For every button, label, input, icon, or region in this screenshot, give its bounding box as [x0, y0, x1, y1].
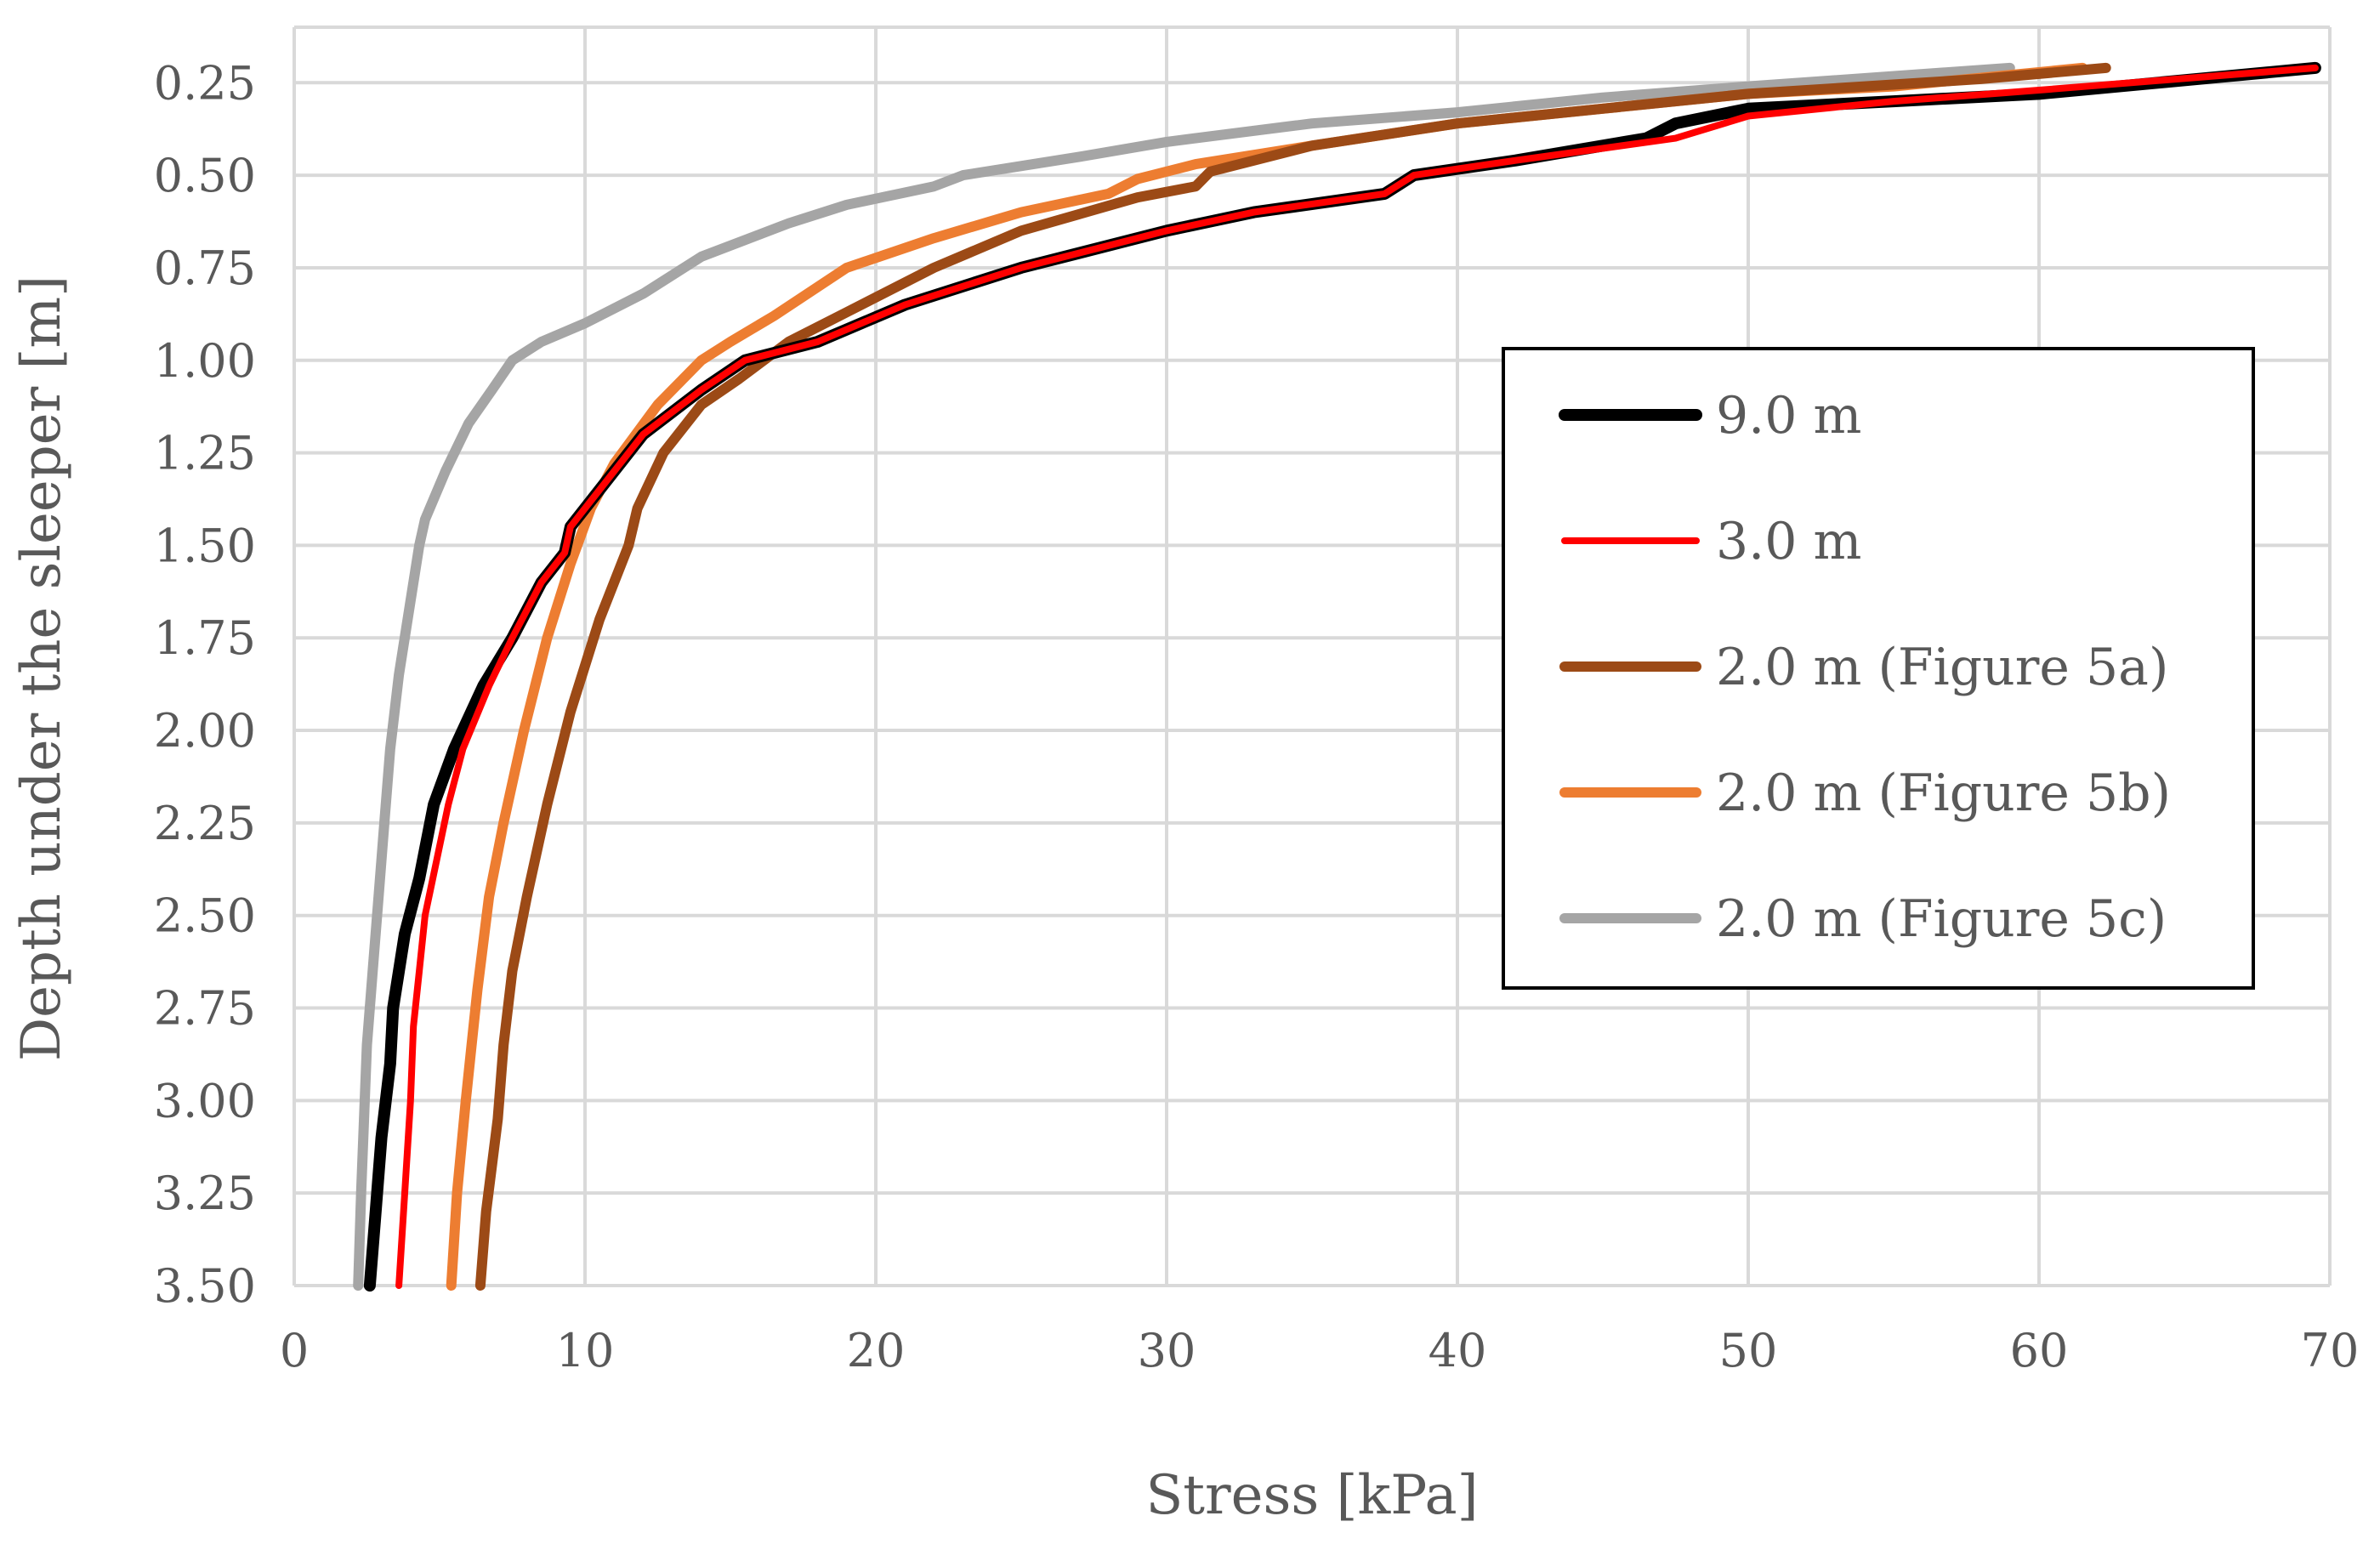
x-tick-label: 20	[847, 1324, 906, 1377]
x-tick-label: 60	[2010, 1324, 2069, 1377]
y-tick-label: 3.25	[154, 1167, 256, 1220]
y-tick-label: 1.75	[154, 611, 256, 665]
x-tick-label: 50	[1719, 1324, 1778, 1377]
series-line-2	[474, 62, 2111, 1291]
legend: 9.0 m 3.0 m 2.0 m (Figure 5a) 2.0 m (Figure…	[1502, 347, 2255, 990]
x-tick-label: 30	[1138, 1324, 1196, 1377]
series-line-1	[395, 64, 2319, 1289]
series-lines	[353, 61, 2321, 1292]
y-tick-label: 1.50	[154, 519, 256, 572]
x-tick-label: 0	[280, 1324, 309, 1377]
y-axis-title: Depth under the sleeper [m]	[10, 275, 73, 1061]
legend-label-4: 2.0 m (Figure 5c)	[1716, 889, 2167, 949]
y-tick-label: 0.25	[154, 56, 256, 110]
legend-label-2: 2.0 m (Figure 5a)	[1716, 638, 2168, 697]
legend-label-0: 9.0 m	[1716, 386, 1861, 446]
y-tick-label: 2.75	[154, 982, 256, 1036]
axis-ticks: 0 10 20 30 40 50 60 70 0.25 0.50 0.75 1.00 1.25 1.50 1…	[154, 56, 2360, 1377]
legend-label-1: 3.0 m	[1716, 512, 1861, 571]
y-tick-label: 2.25	[154, 797, 256, 850]
series-line-4	[353, 62, 2015, 1291]
x-tick-label: 40	[1429, 1324, 1487, 1377]
y-tick-label: 2.50	[154, 889, 256, 943]
y-tick-label: 3.00	[154, 1074, 256, 1127]
y-tick-label: 1.00	[154, 334, 256, 388]
x-tick-label: 70	[2301, 1324, 2360, 1377]
y-tick-label: 2.00	[154, 704, 256, 758]
y-tick-label: 0.50	[154, 149, 256, 202]
legend-label-3: 2.0 m (Figure 5b)	[1716, 764, 2171, 823]
y-tick-label: 3.50	[154, 1259, 256, 1313]
x-tick-label: 10	[556, 1324, 615, 1377]
x-axis-title: Stress [kPa]	[1145, 1464, 1478, 1527]
y-tick-label: 0.75	[154, 241, 256, 295]
y-tick-label: 1.25	[154, 427, 256, 480]
